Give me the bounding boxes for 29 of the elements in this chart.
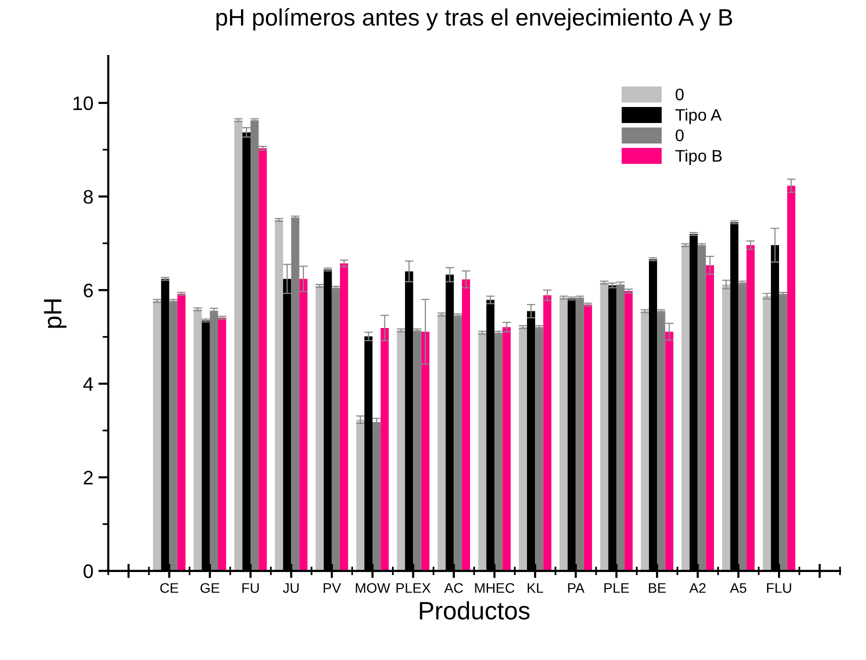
y-tick-label: 8 <box>84 190 93 204</box>
legend-label: 0 <box>676 88 684 100</box>
x-tick-label: AC <box>444 583 463 593</box>
legend-label: Tipo B <box>675 150 722 166</box>
y-axis-title: pH <box>44 300 66 328</box>
y-tick-label: 10 <box>74 96 93 110</box>
y-tick-label: 2 <box>84 470 93 484</box>
x-tick-label: MOW <box>356 583 390 593</box>
x-tick-label: CE <box>160 583 178 593</box>
chart-title: pH polímeros antes y tras el envejecimiento A y B <box>216 8 732 30</box>
y-tick-label: 0 <box>84 564 93 578</box>
x-tick-label: JU <box>282 583 299 593</box>
x-tick-label: FU <box>242 583 259 593</box>
x-tick-label: A5 <box>730 583 746 593</box>
x-tick-label: PV <box>324 583 342 593</box>
x-tick-label: PLEX <box>396 583 431 593</box>
x-tick-label: A2 <box>689 583 706 593</box>
x-tick-label: PLE <box>604 583 629 593</box>
y-tick-label: 6 <box>84 284 93 298</box>
x-tick-label: BE <box>648 583 666 593</box>
legend-label: Tipo A <box>675 108 722 124</box>
y-tick-label: 4 <box>83 377 94 391</box>
x-tick-label: PA <box>568 583 584 593</box>
x-tick-label: GE <box>200 583 220 593</box>
legend-label: 0 <box>676 129 684 142</box>
x-tick-label: MHEC <box>475 583 514 593</box>
x-tick-label: FLU <box>767 583 792 593</box>
x-tick-label: KL <box>528 583 544 593</box>
x-axis-title: Productos <box>420 601 530 620</box>
